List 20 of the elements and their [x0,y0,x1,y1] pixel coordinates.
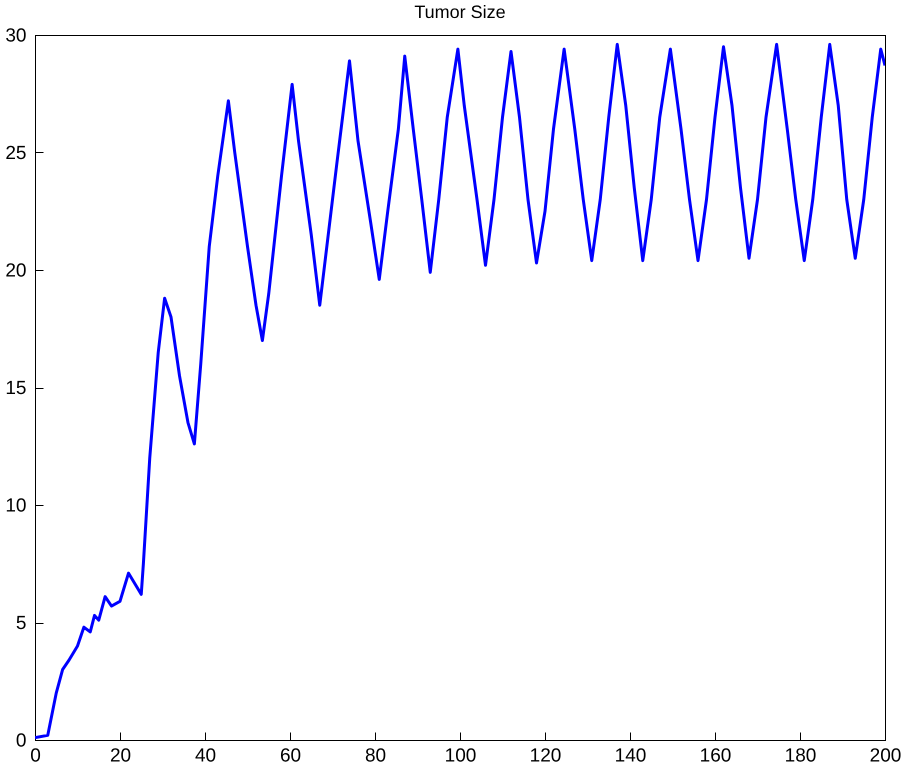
y-tick-label: 20 [5,260,26,282]
x-tick-label: 20 [110,746,132,765]
x-tick-label: 160 [700,746,732,765]
y-tick-label: 25 [5,143,26,164]
x-tick-label: 120 [530,746,562,765]
line-series [35,42,885,740]
y-tick-label: 30 [5,26,26,46]
x-tick-label: 40 [194,746,216,765]
x-tick-label: 0 [30,746,41,765]
y-tick-label: 15 [5,378,26,399]
x-tick-label: 140 [614,746,646,765]
y-tick-label: 10 [5,496,26,516]
y-tick-label: 0 [16,730,26,752]
x-tick-label: 200 [870,746,902,765]
x-tick-label: 100 [444,746,476,765]
chart-title: Tumor Size [414,2,506,22]
y-tick-label: 5 [16,613,26,634]
x-tick-label: 60 [280,746,302,765]
x-tick-label: 180 [784,746,816,765]
x-tick-label: 80 [364,746,386,765]
